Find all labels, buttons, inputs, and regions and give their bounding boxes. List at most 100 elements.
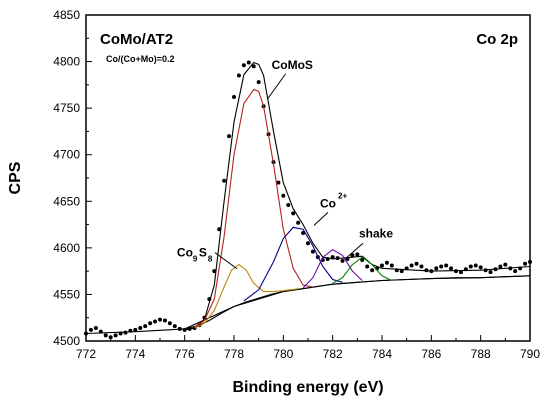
x-tick-label: 790 xyxy=(520,347,540,361)
data-point xyxy=(513,269,518,274)
x-tick-label: 788 xyxy=(471,347,491,361)
data-point xyxy=(133,327,138,332)
data-point xyxy=(473,263,478,268)
series-line-4 xyxy=(194,263,299,329)
annotation-arrow xyxy=(214,252,238,270)
x-tick-label: 772 xyxy=(76,347,96,361)
data-point xyxy=(340,258,345,263)
data-point xyxy=(306,241,310,246)
series-line-3 xyxy=(85,275,531,335)
x-tick-label: 776 xyxy=(175,347,195,361)
annotation-co2plus: Co xyxy=(320,196,336,210)
data-point xyxy=(414,261,419,266)
data-point xyxy=(251,64,256,69)
y-tick-label: 4800 xyxy=(53,55,80,69)
chart-title: CoMo/AT2 xyxy=(100,31,173,48)
x-tick-label: 780 xyxy=(273,347,293,361)
data-point xyxy=(291,211,296,216)
data-point xyxy=(478,265,483,270)
data-point xyxy=(439,264,444,269)
series-line-7 xyxy=(302,249,363,289)
data-point xyxy=(108,335,113,340)
data-point xyxy=(503,262,508,267)
chart-subtitle: Co/(Co+Mo)=0.2 xyxy=(106,54,175,64)
series-line-5 xyxy=(194,88,314,328)
y-tick-label: 4850 xyxy=(53,8,80,22)
data-point xyxy=(222,178,227,183)
data-point xyxy=(301,230,306,235)
data-point xyxy=(286,203,291,208)
data-point xyxy=(419,264,424,269)
annotation-co2plus-sup: 2+ xyxy=(338,191,347,200)
annotation-arrow xyxy=(313,211,329,226)
y-tick-label: 4650 xyxy=(53,194,80,208)
x-axis-title: Binding energy (eV) xyxy=(232,379,383,396)
annotation-arrow xyxy=(267,73,287,100)
data-point xyxy=(172,324,177,329)
data-point xyxy=(389,263,394,268)
data-point xyxy=(232,94,236,99)
y-tick-label: 4550 xyxy=(53,287,80,301)
data-point xyxy=(256,80,261,85)
data-point xyxy=(167,321,172,326)
data-point xyxy=(434,266,439,271)
data-point xyxy=(158,317,162,322)
data-point xyxy=(350,253,355,258)
y-tick-label: 4700 xyxy=(53,148,80,162)
panel-label: Co 2p xyxy=(476,31,518,48)
data-point xyxy=(103,333,108,338)
series-group xyxy=(84,60,532,340)
data-point xyxy=(153,319,158,324)
x-axis: 772 774 776 778 780 782 784 786 788 790 xyxy=(76,335,540,361)
data-point xyxy=(444,263,449,268)
y-axis-title: CPS xyxy=(7,161,24,194)
plot-frame xyxy=(85,14,531,342)
data-point xyxy=(449,266,454,271)
series-line-6 xyxy=(243,226,343,302)
data-point xyxy=(88,327,93,332)
data-point xyxy=(236,73,241,78)
data-point xyxy=(310,249,315,254)
data-point xyxy=(162,318,167,323)
data-point xyxy=(227,134,232,139)
x-tick-label: 774 xyxy=(125,347,145,361)
data-point xyxy=(84,331,88,336)
annotation-arrow xyxy=(346,242,364,258)
x-tick-label: 786 xyxy=(421,347,441,361)
annotation-co9s8: Co xyxy=(177,246,193,260)
data-point xyxy=(360,257,365,262)
data-point xyxy=(148,321,153,326)
data-point xyxy=(355,252,360,257)
data-point xyxy=(143,324,148,329)
x-tick-label: 778 xyxy=(224,347,244,361)
data-point xyxy=(138,325,143,330)
data-point xyxy=(241,63,246,68)
annotation-shake: shake xyxy=(359,226,393,240)
x-tick-label: 784 xyxy=(372,347,392,361)
data-point xyxy=(370,268,375,273)
data-point xyxy=(365,264,370,269)
y-tick-label: 4750 xyxy=(53,101,80,115)
annotation-comos: CoMoS xyxy=(272,58,313,72)
data-point xyxy=(276,180,281,185)
x-tick-label: 782 xyxy=(323,347,343,361)
data-point xyxy=(523,261,528,266)
data-point xyxy=(384,260,389,265)
series-line-8 xyxy=(332,256,393,284)
data-point xyxy=(380,263,384,268)
data-point xyxy=(409,263,414,268)
data-point xyxy=(498,264,503,269)
data-point xyxy=(528,259,532,264)
data-point xyxy=(113,333,118,338)
y-tick-label: 4600 xyxy=(53,241,80,255)
annotation-co9s8-sub2: 8 xyxy=(208,255,213,264)
data-point xyxy=(281,193,286,198)
y-axis: 4500 4550 4600 4650 4700 4750 4800 4850 xyxy=(53,8,92,348)
data-point xyxy=(399,269,404,274)
data-point xyxy=(93,325,98,330)
y-tick-label: 4500 xyxy=(53,334,80,348)
data-point xyxy=(330,255,335,260)
